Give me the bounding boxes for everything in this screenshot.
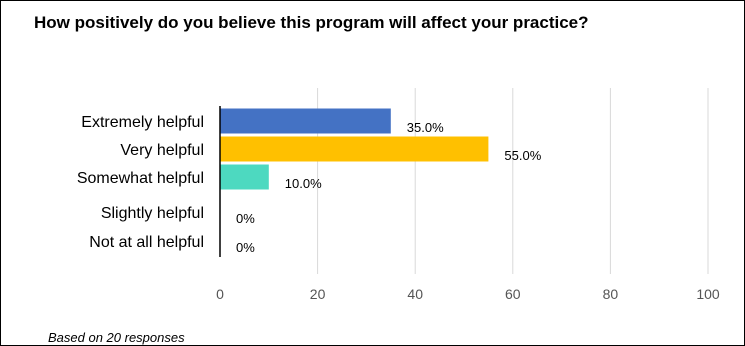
x-tick-label: 60 [505,286,521,302]
category-label: Slightly helpful [101,205,204,222]
data-label: 35.0% [407,120,444,135]
x-tick-label: 20 [310,286,326,302]
response-count-note: Based on 20 responses [48,330,185,345]
data-label: 0% [236,240,255,255]
bar [220,108,391,134]
x-tick-label: 0 [216,286,224,302]
category-label: Very helpful [120,142,204,159]
x-tick-label: 80 [603,286,619,302]
x-tick-label: 100 [696,286,720,302]
category-label: Not at all helpful [89,234,204,251]
data-label: 55.0% [504,148,541,163]
data-label: 0% [236,211,255,226]
chart-title: How positively do you believe this progr… [34,13,589,32]
category-label: Somewhat helpful [77,170,204,187]
bar [220,136,489,162]
category-label: Extremely helpful [81,114,204,131]
data-label: 10.0% [285,176,322,191]
x-tick-label: 40 [407,286,423,302]
bar [220,164,269,190]
